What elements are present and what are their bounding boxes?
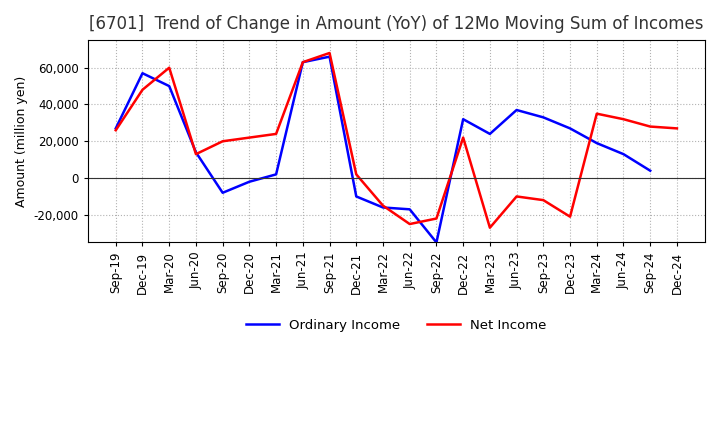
Ordinary Income bbox=[352, 194, 361, 199]
Ordinary Income bbox=[646, 168, 654, 173]
Net Income bbox=[299, 59, 307, 65]
Net Income bbox=[459, 135, 467, 140]
Net Income bbox=[192, 151, 200, 157]
Net Income bbox=[112, 128, 120, 133]
Net Income bbox=[405, 221, 414, 227]
Ordinary Income bbox=[566, 126, 575, 131]
Net Income bbox=[432, 216, 441, 221]
Ordinary Income bbox=[165, 84, 174, 89]
Ordinary Income bbox=[112, 126, 120, 131]
Net Income bbox=[513, 194, 521, 199]
Ordinary Income bbox=[485, 131, 494, 136]
Ordinary Income bbox=[325, 54, 334, 59]
Y-axis label: Amount (million yen): Amount (million yen) bbox=[15, 76, 28, 207]
Ordinary Income bbox=[539, 115, 548, 120]
Ordinary Income bbox=[593, 140, 601, 146]
Net Income bbox=[379, 203, 387, 208]
Ordinary Income bbox=[513, 107, 521, 113]
Title: [6701]  Trend of Change in Amount (YoY) of 12Mo Moving Sum of Incomes: [6701] Trend of Change in Amount (YoY) o… bbox=[89, 15, 703, 33]
Ordinary Income bbox=[245, 179, 253, 184]
Ordinary Income bbox=[192, 150, 200, 155]
Ordinary Income bbox=[138, 70, 147, 76]
Ordinary Income bbox=[218, 190, 227, 195]
Net Income bbox=[352, 172, 361, 177]
Ordinary Income bbox=[459, 117, 467, 122]
Ordinary Income bbox=[405, 207, 414, 212]
Ordinary Income bbox=[271, 172, 280, 177]
Ordinary Income bbox=[619, 151, 628, 157]
Net Income bbox=[539, 198, 548, 203]
Line: Ordinary Income: Ordinary Income bbox=[116, 57, 650, 242]
Net Income bbox=[218, 139, 227, 144]
Net Income bbox=[325, 50, 334, 55]
Ordinary Income bbox=[432, 240, 441, 245]
Net Income bbox=[619, 117, 628, 122]
Net Income bbox=[245, 135, 253, 140]
Net Income bbox=[672, 126, 681, 131]
Ordinary Income bbox=[299, 59, 307, 65]
Net Income bbox=[646, 124, 654, 129]
Line: Net Income: Net Income bbox=[116, 53, 677, 228]
Net Income bbox=[593, 111, 601, 116]
Net Income bbox=[485, 225, 494, 231]
Net Income bbox=[566, 214, 575, 219]
Ordinary Income bbox=[379, 205, 387, 210]
Net Income bbox=[165, 65, 174, 70]
Legend: Ordinary Income, Net Income: Ordinary Income, Net Income bbox=[240, 314, 552, 337]
Net Income bbox=[271, 131, 280, 136]
Net Income bbox=[138, 87, 147, 92]
